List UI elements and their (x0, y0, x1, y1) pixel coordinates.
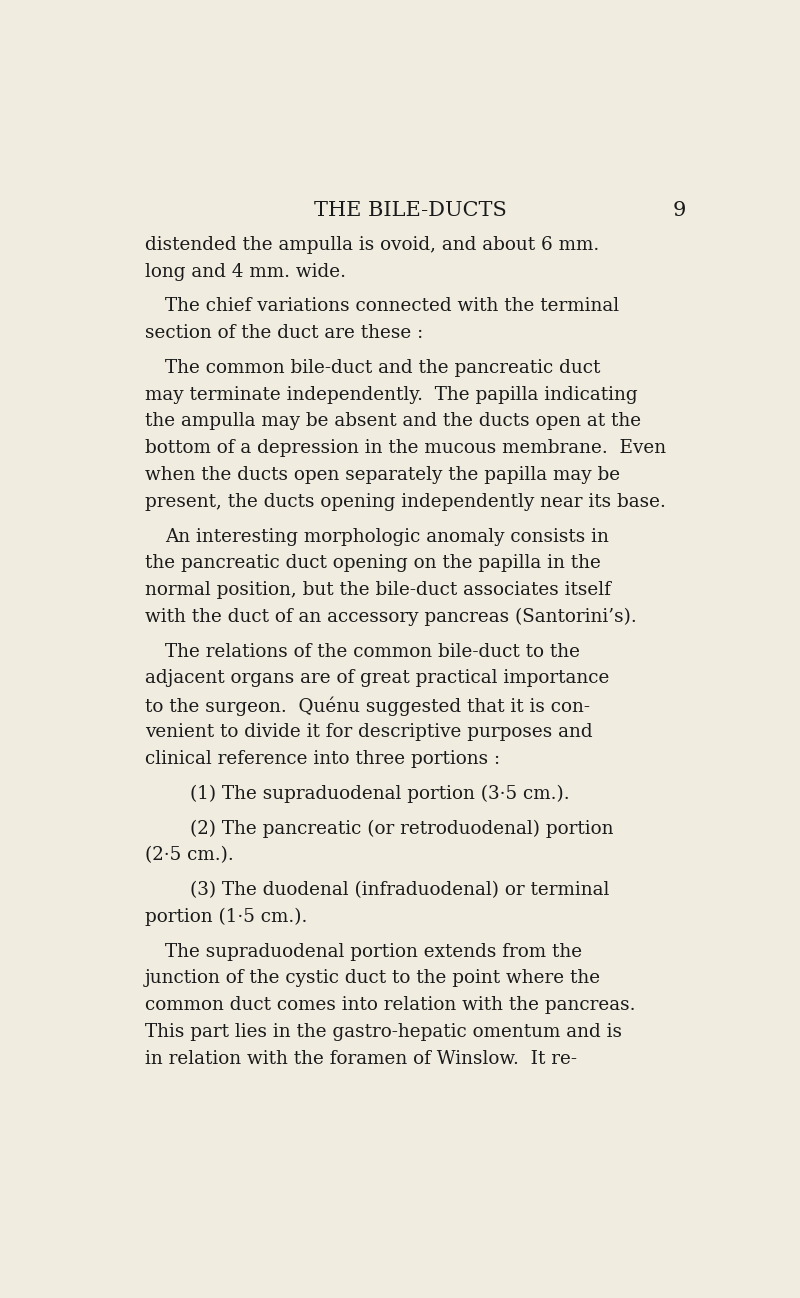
Text: An interesting morphologic anomaly consists in: An interesting morphologic anomaly consi… (165, 527, 609, 545)
Text: clinical reference into three portions :: clinical reference into three portions : (145, 750, 500, 768)
Text: (2·5 cm.).: (2·5 cm.). (145, 846, 234, 864)
Text: THE BILE-DUCTS: THE BILE-DUCTS (314, 201, 506, 219)
Text: normal position, but the bile-duct associates itself: normal position, but the bile-duct assoc… (145, 582, 610, 600)
Text: adjacent organs are of great practical importance: adjacent organs are of great practical i… (145, 670, 609, 688)
Text: bottom of a depression in the mucous membrane.  Even: bottom of a depression in the mucous mem… (145, 439, 666, 457)
Text: common duct comes into relation with the pancreas.: common duct comes into relation with the… (145, 996, 635, 1014)
Text: (2) The pancreatic (or retroduodenal) portion: (2) The pancreatic (or retroduodenal) po… (190, 819, 614, 837)
Text: This part lies in the gastro-hepatic omentum and is: This part lies in the gastro-hepatic ome… (145, 1023, 622, 1041)
Text: when the ducts open separately the papilla may be: when the ducts open separately the papil… (145, 466, 620, 484)
Text: (3) The duodenal (infraduodenal) or terminal: (3) The duodenal (infraduodenal) or term… (190, 881, 610, 900)
Text: The supraduodenal portion extends from the: The supraduodenal portion extends from t… (165, 942, 582, 961)
Text: The common bile-duct and the pancreatic duct: The common bile-duct and the pancreatic … (165, 358, 601, 376)
Text: long and 4 mm. wide.: long and 4 mm. wide. (145, 262, 346, 280)
Text: with the duct of an accessory pancreas (Santorini’s).: with the duct of an accessory pancreas (… (145, 607, 636, 626)
Text: the ampulla may be absent and the ducts open at the: the ampulla may be absent and the ducts … (145, 413, 641, 431)
Text: venient to divide it for descriptive purposes and: venient to divide it for descriptive pur… (145, 723, 592, 741)
Text: junction of the cystic duct to the point where the: junction of the cystic duct to the point… (145, 970, 601, 988)
Text: the pancreatic duct opening on the papilla in the: the pancreatic duct opening on the papil… (145, 554, 601, 572)
Text: (1) The supraduodenal portion (3·5 cm.).: (1) The supraduodenal portion (3·5 cm.). (190, 784, 570, 803)
Text: distended the ampulla is ovoid, and about 6 mm.: distended the ampulla is ovoid, and abou… (145, 236, 599, 253)
Text: 9: 9 (673, 201, 686, 219)
Text: portion (1·5 cm.).: portion (1·5 cm.). (145, 907, 307, 925)
Text: in relation with the foramen of Winslow.  It re-: in relation with the foramen of Winslow.… (145, 1050, 577, 1068)
Text: to the surgeon.  Quénu suggested that it is con-: to the surgeon. Quénu suggested that it … (145, 696, 590, 715)
Text: may terminate independently.  The papilla indicating: may terminate independently. The papilla… (145, 386, 638, 404)
Text: The relations of the common bile-duct to the: The relations of the common bile-duct to… (165, 643, 580, 661)
Text: present, the ducts opening independently near its base.: present, the ducts opening independently… (145, 493, 666, 511)
Text: The chief variations connected with the terminal: The chief variations connected with the … (165, 297, 619, 315)
Text: section of the duct are these :: section of the duct are these : (145, 324, 423, 343)
